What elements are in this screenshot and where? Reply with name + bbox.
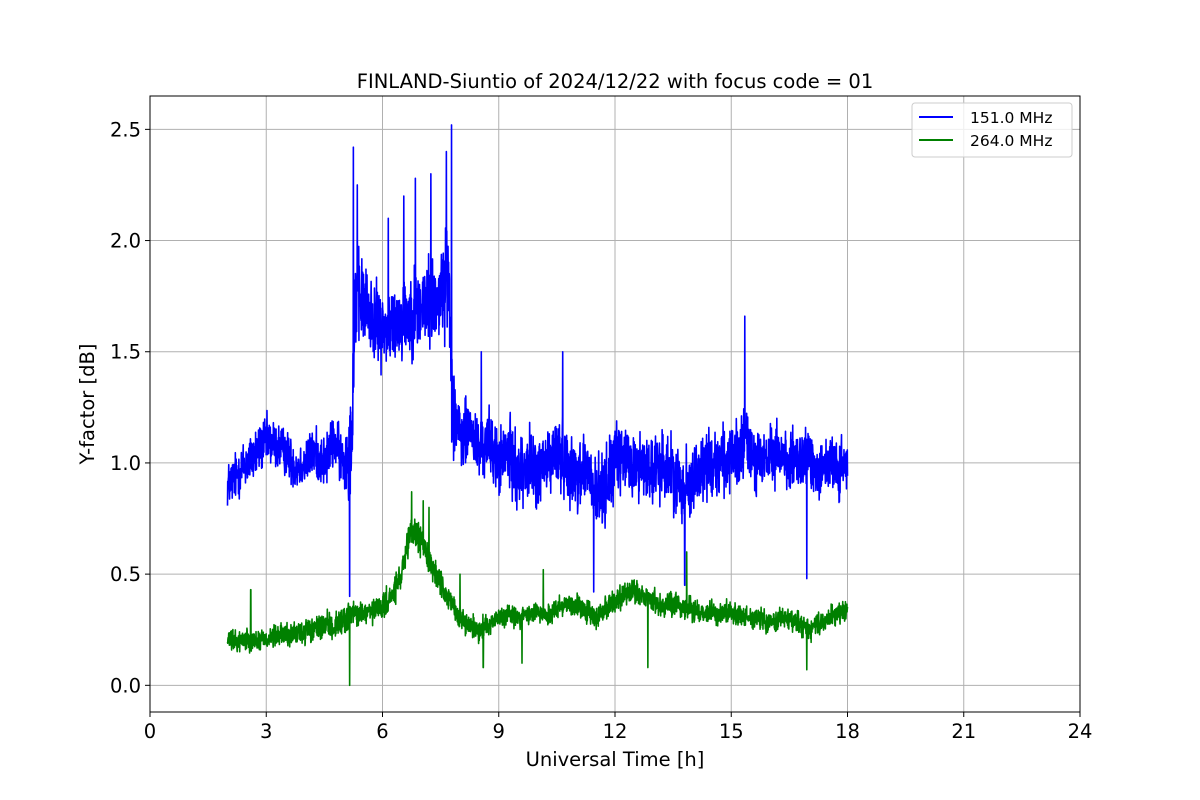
- x-tick-label: 15: [719, 720, 744, 743]
- x-tick-label: 9: [493, 720, 505, 743]
- legend-label-151: 151.0 MHz: [970, 109, 1052, 127]
- x-tick-label: 0: [144, 720, 156, 743]
- y-tick-label: 1.5: [110, 341, 141, 364]
- chart-title: FINLAND-Siuntio of 2024/12/22 with focus…: [357, 70, 874, 93]
- x-tick-label: 3: [260, 720, 272, 743]
- legend: 151.0 MHz 264.0 MHz: [911, 102, 1073, 158]
- x-tick-label: 6: [376, 720, 388, 743]
- ticks: 0 3 6 9 12 15 18 21 24 0.0 0.5 1.0 1.5 2.0 2.5: [110, 118, 1092, 743]
- x-tick-label: 24: [1068, 720, 1093, 743]
- series-layer: [226, 124, 849, 687]
- y-tick-label: 0.5: [110, 563, 141, 586]
- x-tick-label: 18: [835, 720, 860, 743]
- legend-label-264: 264.0 MHz: [970, 132, 1052, 150]
- x-axis-label: Universal Time [h]: [526, 748, 705, 771]
- y-tick-label: 2.5: [110, 118, 141, 141]
- y-tick-label: 0.0: [110, 674, 141, 697]
- x-tick-label: 21: [951, 720, 976, 743]
- y-tick-label: 2.0: [110, 230, 141, 253]
- series-line-151mhz: [226, 124, 849, 598]
- y-axis-label: Y-factor [dB]: [76, 344, 99, 466]
- y-tick-label: 1.0: [110, 452, 141, 475]
- series-line-264mhz: [226, 491, 849, 687]
- x-tick-label: 12: [603, 720, 628, 743]
